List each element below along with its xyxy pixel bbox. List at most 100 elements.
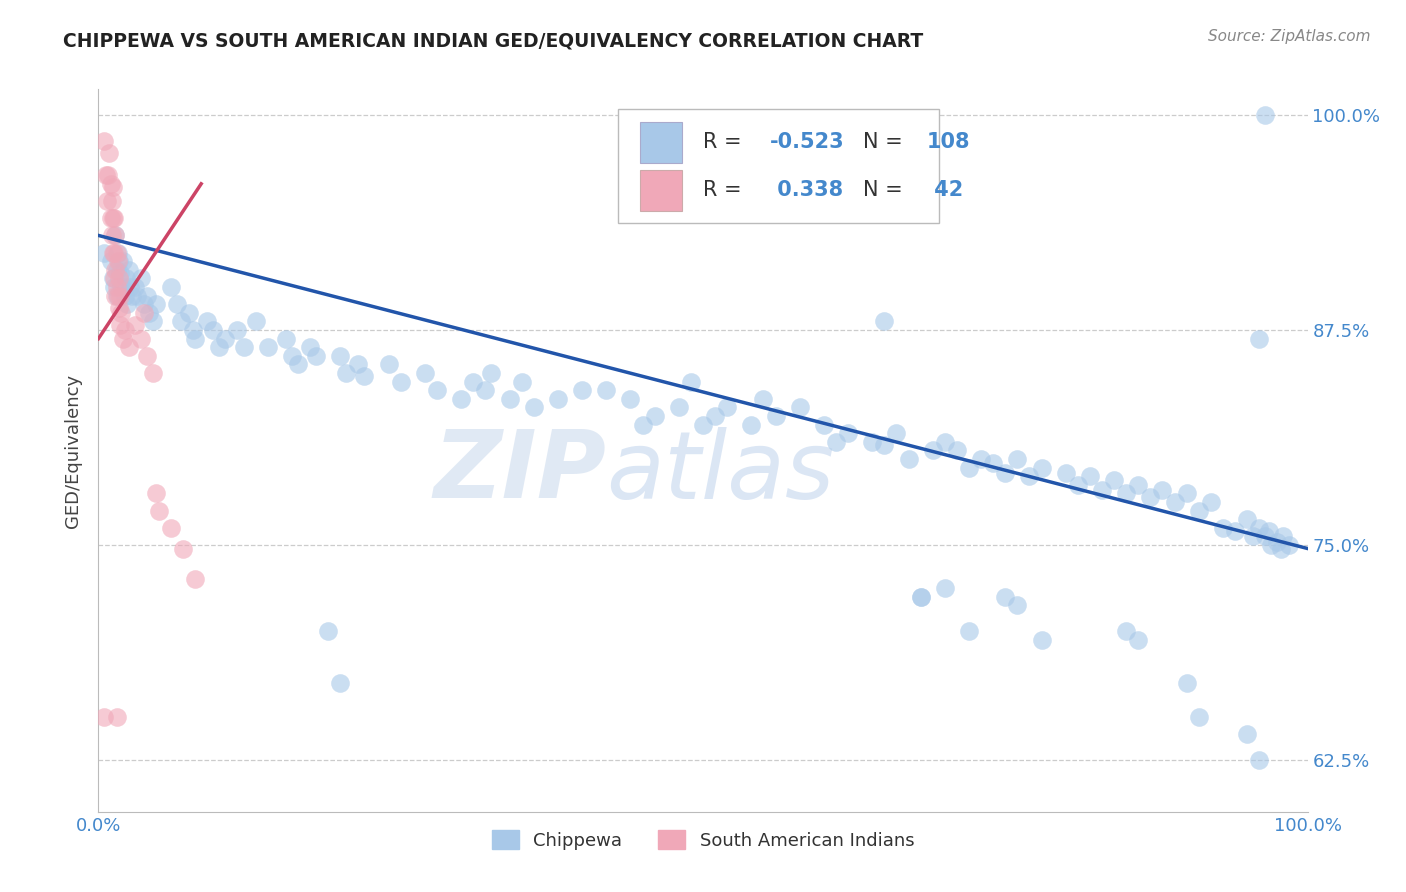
Point [1249, 753, 1271, 767]
Point [740, 417, 762, 432]
Point [1115, 624, 1137, 639]
Point [1091, 483, 1114, 497]
Point [145, 297, 167, 311]
Point [668, 401, 690, 415]
Point [1260, 538, 1282, 552]
Point [105, 288, 128, 302]
Point [118, 280, 141, 294]
Point [1007, 452, 1029, 467]
Point [897, 452, 920, 467]
Point [184, 573, 207, 587]
Point [510, 375, 533, 389]
Point [104, 228, 127, 243]
Point [100, 228, 122, 243]
FancyBboxPatch shape [619, 109, 939, 223]
Point [1128, 632, 1150, 647]
Point [101, 180, 124, 194]
Point [160, 521, 183, 535]
Point [644, 409, 666, 423]
Point [1067, 478, 1090, 492]
Point [873, 438, 896, 452]
Text: -0.523: -0.523 [769, 132, 844, 153]
Point [347, 358, 370, 372]
Point [329, 675, 352, 690]
Point [172, 541, 194, 556]
Point [619, 392, 641, 406]
Point [100, 254, 122, 268]
Point [946, 443, 969, 458]
Point [970, 452, 993, 467]
Point [595, 384, 617, 398]
Point [413, 366, 436, 380]
Point [316, 624, 339, 639]
Point [114, 288, 136, 302]
Point [981, 455, 1004, 469]
Point [1054, 466, 1077, 480]
Point [111, 332, 134, 346]
Point [105, 245, 128, 260]
Point [957, 460, 980, 475]
Point [1007, 599, 1029, 613]
Point [631, 417, 654, 432]
Point [108, 266, 131, 280]
Point [523, 401, 546, 415]
Point [1236, 512, 1258, 526]
Point [195, 314, 218, 328]
Point [101, 271, 124, 285]
Point [1254, 108, 1277, 122]
Point [121, 288, 143, 302]
Point [335, 366, 357, 380]
Text: atlas: atlas [606, 426, 835, 517]
Point [135, 349, 157, 363]
Text: R =: R = [703, 132, 748, 153]
Point [679, 375, 702, 389]
Point [145, 486, 167, 500]
Point [498, 392, 520, 406]
Point [765, 409, 787, 423]
Text: ZIP: ZIP [433, 426, 606, 518]
Point [860, 434, 883, 449]
Point [105, 280, 128, 294]
Point [752, 392, 775, 406]
Point [921, 443, 943, 458]
Point [426, 384, 449, 398]
Point [1199, 495, 1222, 509]
Text: 42: 42 [927, 180, 963, 201]
Point [111, 254, 134, 268]
Point [100, 194, 122, 208]
Point [108, 288, 131, 302]
Point [910, 590, 932, 604]
Point [1257, 524, 1279, 539]
Point [1267, 534, 1289, 549]
FancyBboxPatch shape [640, 121, 682, 163]
Point [1249, 332, 1271, 346]
Point [305, 349, 328, 363]
Point [934, 581, 956, 595]
Point [481, 366, 503, 380]
Point [118, 340, 141, 354]
Point [93, 134, 115, 148]
Point [837, 426, 859, 441]
Point [103, 271, 125, 285]
Text: Source: ZipAtlas.com: Source: ZipAtlas.com [1208, 29, 1371, 44]
Point [138, 306, 160, 320]
Point [202, 323, 225, 337]
Point [1254, 529, 1277, 543]
Point [789, 401, 811, 415]
Point [910, 590, 932, 604]
Point [1031, 632, 1053, 647]
Point [1102, 473, 1125, 487]
Point [112, 280, 135, 294]
Point [166, 297, 188, 311]
Point [124, 280, 146, 294]
Point [108, 318, 131, 332]
Point [107, 254, 129, 268]
Point [226, 323, 249, 337]
Point [825, 434, 848, 449]
Point [1249, 521, 1271, 535]
Point [214, 332, 236, 346]
Point [245, 314, 267, 328]
Point [107, 245, 129, 260]
Point [108, 271, 131, 285]
Point [127, 288, 149, 302]
